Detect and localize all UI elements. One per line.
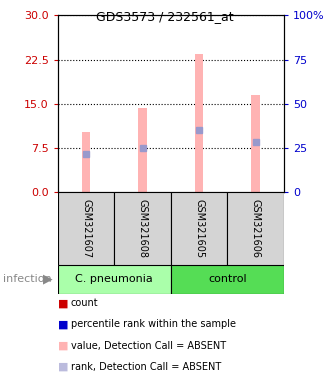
Bar (114, 192, 171, 265)
Text: GSM321608: GSM321608 (138, 199, 148, 258)
Bar (227, 192, 284, 265)
Bar (58, 192, 114, 265)
Text: infection: infection (3, 274, 52, 285)
Text: ■: ■ (58, 298, 68, 308)
Text: ■: ■ (58, 362, 68, 372)
Bar (171, 265, 284, 294)
Bar (82, 132, 90, 192)
Text: value, Detection Call = ABSENT: value, Detection Call = ABSENT (71, 341, 226, 351)
Text: rank, Detection Call = ABSENT: rank, Detection Call = ABSENT (71, 362, 221, 372)
Text: ▶: ▶ (43, 273, 53, 286)
Bar (195, 54, 203, 192)
Bar (251, 95, 260, 192)
Text: ■: ■ (58, 319, 68, 329)
Bar (138, 108, 147, 192)
Text: GDS3573 / 232561_at: GDS3573 / 232561_at (96, 10, 234, 23)
Text: ■: ■ (58, 341, 68, 351)
Text: GSM321606: GSM321606 (250, 199, 261, 258)
Text: C. pneumonia: C. pneumonia (75, 274, 153, 285)
Text: percentile rank within the sample: percentile rank within the sample (71, 319, 236, 329)
Text: control: control (208, 274, 247, 285)
Text: count: count (71, 298, 99, 308)
Bar (58, 265, 171, 294)
Text: GSM321607: GSM321607 (81, 199, 91, 258)
Bar (171, 192, 227, 265)
Text: GSM321605: GSM321605 (194, 199, 204, 258)
